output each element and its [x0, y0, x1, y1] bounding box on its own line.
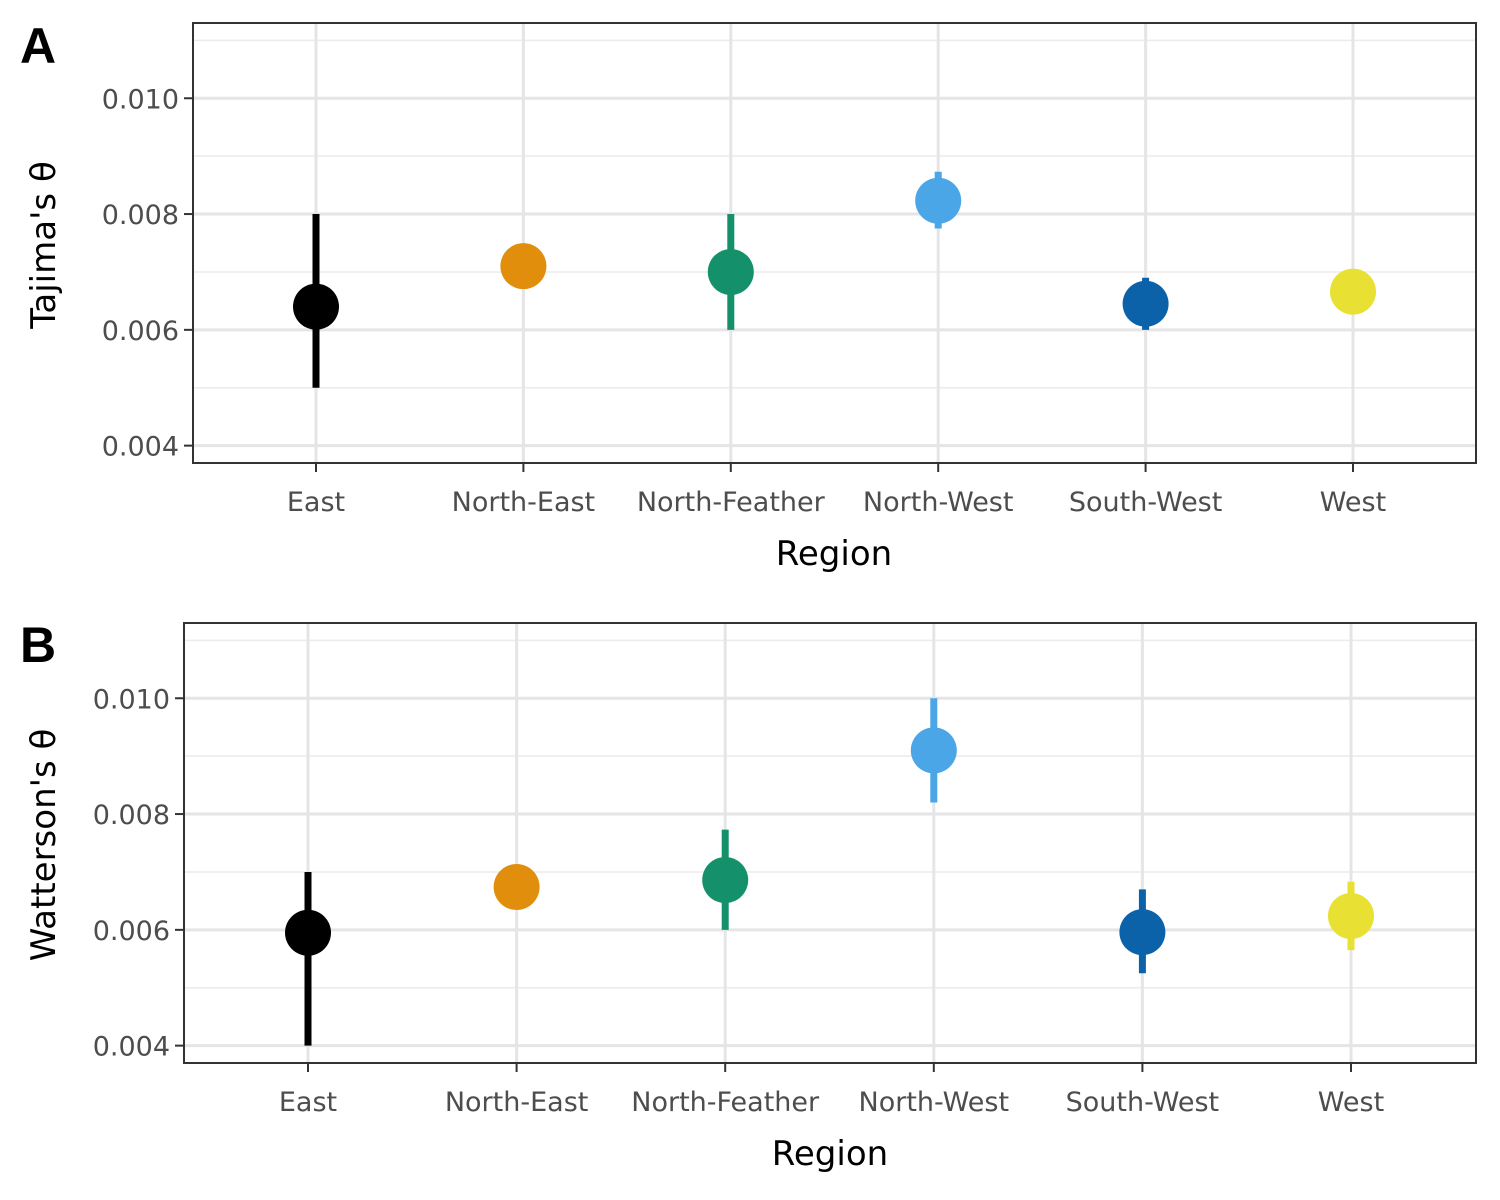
y-tick-label: 0.004: [102, 432, 179, 463]
panel-a-axes: 0.004 0.006 0.008 0.010 East North-East North-…: [102, 22, 1477, 518]
panel-b-grid: [184, 623, 1476, 1063]
data-point: [293, 283, 339, 330]
x-tick-label: North-West: [863, 487, 1014, 518]
y-tick-label: 0.006: [102, 316, 179, 347]
panel-a: A 0.004 0.006 0.008 0.010 East North-East Nort…: [20, 18, 1477, 574]
x-tick-label: West: [1318, 1087, 1384, 1118]
y-tick-label: 0.010: [93, 684, 170, 715]
y-tick-label: 0.004: [93, 1032, 170, 1063]
panel-b-x-axis-title: Region: [772, 1134, 888, 1174]
x-tick-label: East: [279, 1087, 337, 1118]
panel-a-marks: [293, 171, 1376, 388]
data-point: [1328, 892, 1374, 939]
x-tick-label: East: [287, 487, 345, 518]
x-tick-label: North-Feather: [637, 487, 826, 518]
panel-b-y-axis-title: Watterson's θ: [24, 729, 64, 962]
data-point: [493, 864, 540, 910]
panel-border: [192, 22, 1477, 464]
y-tick-label: 0.006: [93, 916, 170, 947]
data-point: [915, 177, 962, 224]
data-point: [1122, 280, 1169, 327]
panel-a-letter: A: [20, 18, 56, 74]
data-point: [707, 248, 754, 295]
x-tick-label: West: [1320, 487, 1386, 518]
data-point: [1119, 909, 1166, 956]
plot-background: [184, 623, 1476, 1063]
x-tick-label: North-Feather: [631, 1087, 820, 1118]
data-point: [702, 857, 749, 904]
panel-a-y-axis-title: Tajima's θ: [24, 161, 64, 330]
data-point: [1330, 268, 1376, 315]
panel-b-axes: 0.004 0.006 0.008 0.010 East North-East North-…: [93, 622, 1477, 1118]
y-tick-label: 0.008: [102, 200, 179, 231]
panel-a-x-axis-title: Region: [776, 534, 892, 574]
panel-b-letter: B: [20, 617, 56, 673]
panel-b-marks: [285, 698, 1374, 1046]
data-point: [910, 727, 957, 774]
panel-border: [183, 622, 1477, 1064]
x-tick-label: North-East: [452, 487, 596, 518]
x-tick-label: North-East: [445, 1087, 589, 1118]
x-tick-label: North-West: [859, 1087, 1010, 1118]
data-point: [285, 909, 331, 956]
panel-a-grid: [193, 23, 1476, 463]
plot-background: [193, 23, 1476, 463]
y-tick-label: 0.010: [102, 84, 179, 115]
x-tick-label: South-West: [1069, 487, 1223, 518]
data-point: [500, 243, 547, 290]
x-tick-label: South-West: [1066, 1087, 1220, 1118]
y-tick-label: 0.008: [93, 800, 170, 831]
panel-b: B 0.004 0.006 0.008 0.010 East North-East Nort…: [20, 617, 1477, 1174]
